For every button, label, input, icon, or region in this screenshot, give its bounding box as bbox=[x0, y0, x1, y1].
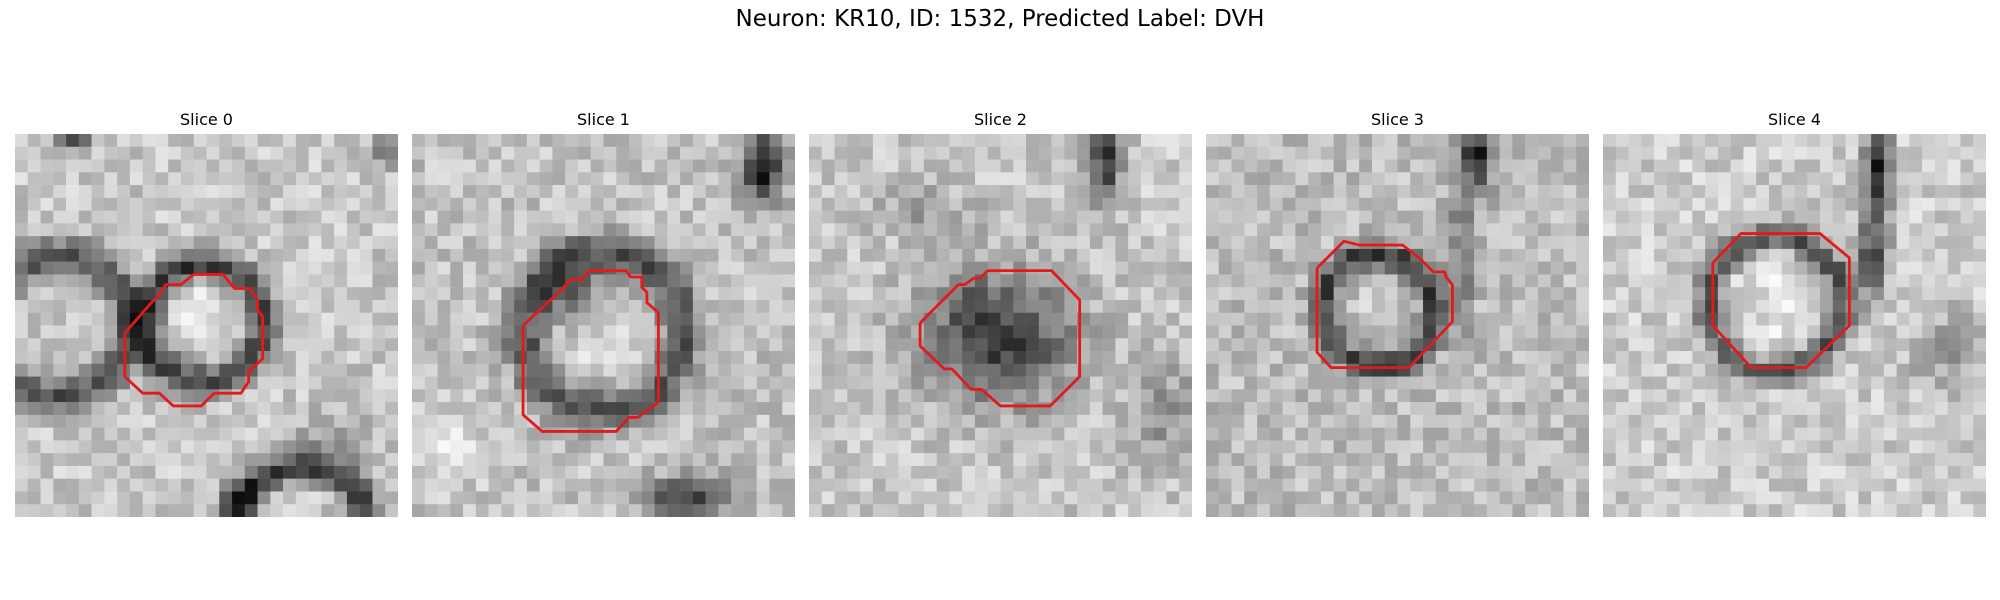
slice-panel: Slice 1 bbox=[412, 110, 795, 520]
slice-panel: Slice 3 bbox=[1206, 110, 1589, 520]
slice-title: Slice 1 bbox=[577, 110, 630, 129]
neuron-contour bbox=[1315, 239, 1454, 370]
slice-image bbox=[1206, 134, 1589, 517]
neuron-contour bbox=[521, 269, 660, 433]
slice-title: Slice 0 bbox=[180, 110, 233, 129]
slice-panel: Slice 0 bbox=[15, 110, 398, 520]
slice-image bbox=[15, 134, 398, 517]
slice-title: Slice 3 bbox=[1371, 110, 1424, 129]
neuron-contour bbox=[918, 269, 1082, 408]
slice-title: Slice 4 bbox=[1768, 110, 1821, 129]
slice-title: Slice 2 bbox=[974, 110, 1027, 129]
figure-title: Neuron: KR10, ID: 1532, Predicted Label:… bbox=[735, 6, 1265, 32]
neuron-contour bbox=[1711, 232, 1851, 370]
slice-panel: Slice 4 bbox=[1603, 110, 1986, 520]
slice-image bbox=[809, 134, 1192, 517]
slice-image bbox=[412, 134, 795, 517]
slice-image bbox=[1603, 134, 1986, 517]
slice-panel: Slice 2 bbox=[809, 110, 1192, 520]
neuron-contour bbox=[123, 273, 265, 408]
